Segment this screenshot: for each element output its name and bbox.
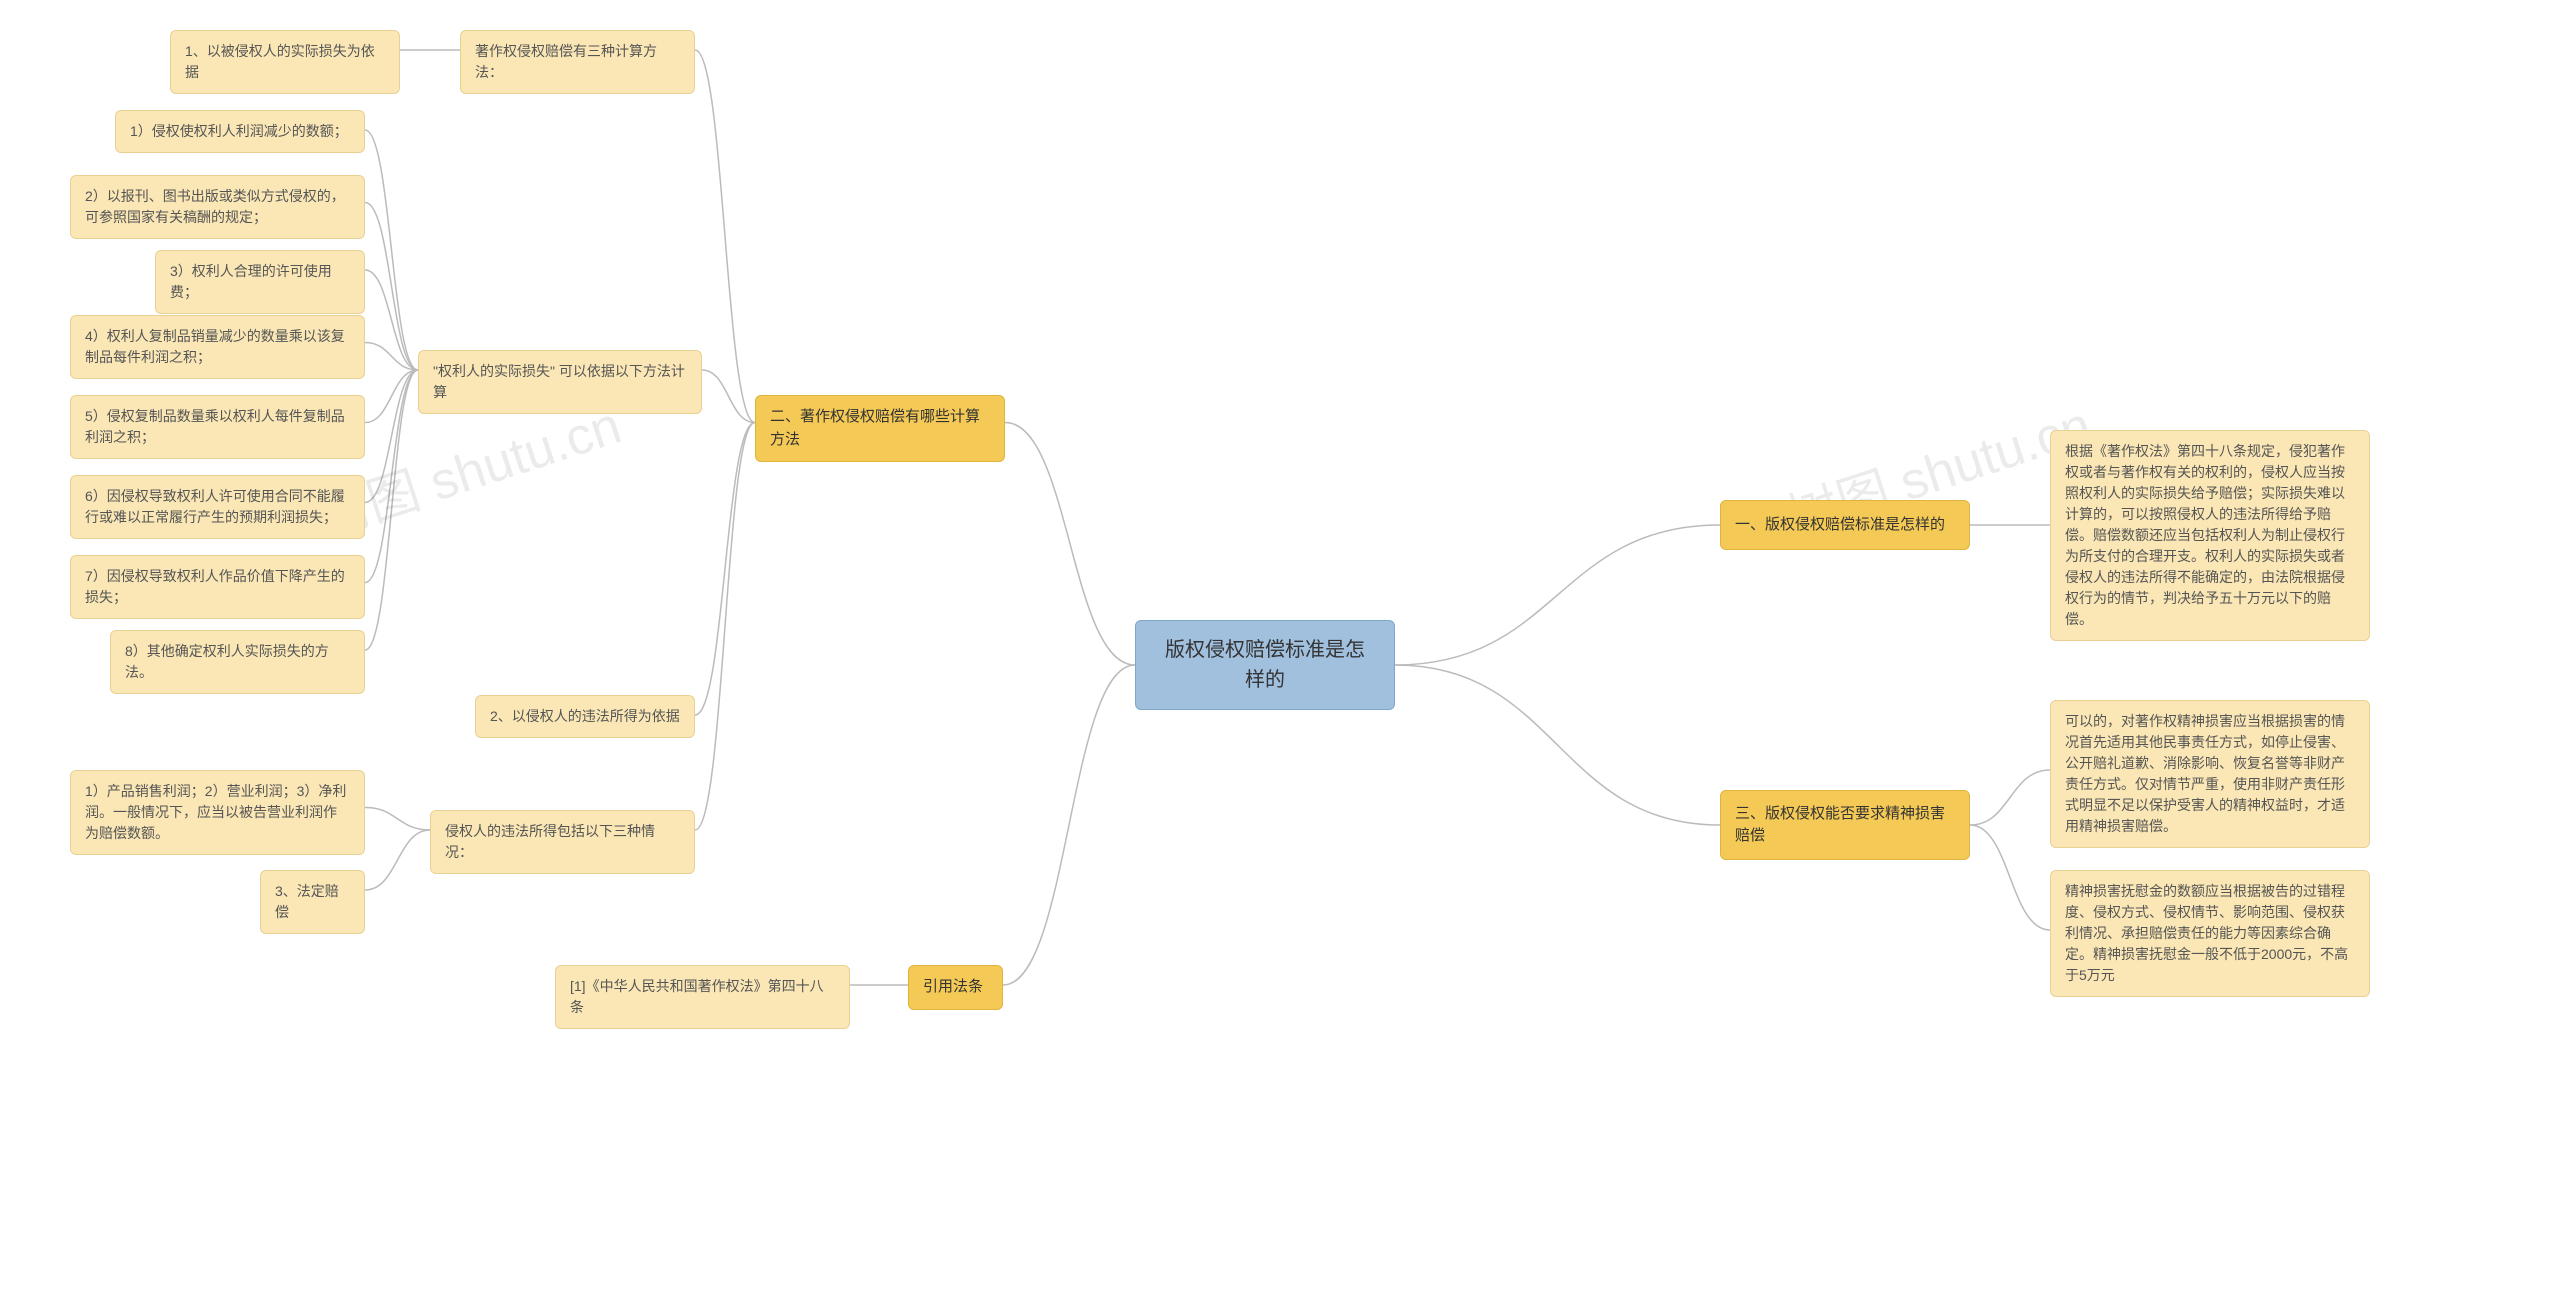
node-label: 引用法条 bbox=[923, 976, 983, 999]
node-label: 1）产品销售利润；2）营业利润；3）净利润。一般情况下，应当以被告营业利润作为赔… bbox=[85, 781, 350, 844]
node-label: "权利人的实际损失" 可以依据以下方法计算 bbox=[433, 361, 687, 403]
node-label: 3、法定赔偿 bbox=[275, 881, 350, 923]
node-label: 一、版权侵权赔偿标准是怎样的 bbox=[1735, 514, 1945, 537]
node-r3b: 精神损害抚慰金的数额应当根据被告的过错程度、侵权方式、侵权情节、影响范围、侵权获… bbox=[2050, 870, 2370, 997]
node-label: 6）因侵权导致权利人许可使用合同不能履行或难以正常履行产生的预期利润损失； bbox=[85, 486, 350, 528]
node-l2b8: 8）其他确定权利人实际损失的方法。 bbox=[110, 630, 365, 694]
node-r1a: 根据《著作权法》第四十八条规定，侵犯著作权或者与著作权有关的权利的，侵权人应当按… bbox=[2050, 430, 2370, 641]
node-label: [1]《中华人民共和国著作权法》第四十八条 bbox=[570, 976, 835, 1018]
node-label: 4）权利人复制品销量减少的数量乘以该复制品每件利润之积； bbox=[85, 326, 350, 368]
node-l2c: 2、以侵权人的违法所得为依据 bbox=[475, 695, 695, 738]
node-l2: 二、著作权侵权赔偿有哪些计算方法 bbox=[755, 395, 1005, 462]
node-l2b2: 2）以报刊、图书出版或类似方式侵权的，可参照国家有关稿酬的规定； bbox=[70, 175, 365, 239]
node-r3a: 可以的，对著作权精神损害应当根据损害的情况首先适用其他民事责任方式，如停止侵害、… bbox=[2050, 700, 2370, 848]
node-label: 著作权侵权赔偿有三种计算方法： bbox=[475, 41, 680, 83]
node-label: 1、以被侵权人的实际损失为依据 bbox=[185, 41, 385, 83]
node-label: 根据《著作权法》第四十八条规定，侵犯著作权或者与著作权有关的权利的，侵权人应当按… bbox=[2065, 441, 2355, 630]
node-label: 8）其他确定权利人实际损失的方法。 bbox=[125, 641, 350, 683]
node-l2d2: 3、法定赔偿 bbox=[260, 870, 365, 934]
node-lref1: [1]《中华人民共和国著作权法》第四十八条 bbox=[555, 965, 850, 1029]
node-r3: 三、版权侵权能否要求精神损害赔偿 bbox=[1720, 790, 1970, 860]
node-l2b1: 1）侵权使权利人利润减少的数额； bbox=[115, 110, 365, 153]
node-label: 侵权人的违法所得包括以下三种情况： bbox=[445, 821, 680, 863]
node-label: 2、以侵权人的违法所得为依据 bbox=[490, 706, 680, 727]
node-l2b4: 4）权利人复制品销量减少的数量乘以该复制品每件利润之积； bbox=[70, 315, 365, 379]
node-l2b: "权利人的实际损失" 可以依据以下方法计算 bbox=[418, 350, 702, 414]
node-label: 精神损害抚慰金的数额应当根据被告的过错程度、侵权方式、侵权情节、影响范围、侵权获… bbox=[2065, 881, 2355, 986]
node-l2a: 著作权侵权赔偿有三种计算方法： bbox=[460, 30, 695, 94]
node-label: 1）侵权使权利人利润减少的数额； bbox=[130, 121, 348, 142]
node-l2a1: 1、以被侵权人的实际损失为依据 bbox=[170, 30, 400, 94]
node-label: 三、版权侵权能否要求精神损害赔偿 bbox=[1735, 803, 1955, 848]
node-label: 3）权利人合理的许可使用费； bbox=[170, 261, 350, 303]
node-l2d1: 1）产品销售利润；2）营业利润；3）净利润。一般情况下，应当以被告营业利润作为赔… bbox=[70, 770, 365, 855]
node-label: 可以的，对著作权精神损害应当根据损害的情况首先适用其他民事责任方式，如停止侵害、… bbox=[2065, 711, 2355, 837]
node-r1: 一、版权侵权赔偿标准是怎样的 bbox=[1720, 500, 1970, 550]
node-label: 5）侵权复制品数量乘以权利人每件复制品利润之积； bbox=[85, 406, 350, 448]
root-node: 版权侵权赔偿标准是怎样的 bbox=[1135, 620, 1395, 710]
node-l2b5: 5）侵权复制品数量乘以权利人每件复制品利润之积； bbox=[70, 395, 365, 459]
node-label: 2）以报刊、图书出版或类似方式侵权的，可参照国家有关稿酬的规定； bbox=[85, 186, 350, 228]
node-label: 二、著作权侵权赔偿有哪些计算方法 bbox=[770, 406, 990, 451]
node-label: 7）因侵权导致权利人作品价值下降产生的损失； bbox=[85, 566, 350, 608]
root-label: 版权侵权赔偿标准是怎样的 bbox=[1158, 635, 1372, 695]
node-lref: 引用法条 bbox=[908, 965, 1003, 1010]
node-l2b7: 7）因侵权导致权利人作品价值下降产生的损失； bbox=[70, 555, 365, 619]
node-l2b6: 6）因侵权导致权利人许可使用合同不能履行或难以正常履行产生的预期利润损失； bbox=[70, 475, 365, 539]
node-l2b3: 3）权利人合理的许可使用费； bbox=[155, 250, 365, 314]
node-l2d: 侵权人的违法所得包括以下三种情况： bbox=[430, 810, 695, 874]
